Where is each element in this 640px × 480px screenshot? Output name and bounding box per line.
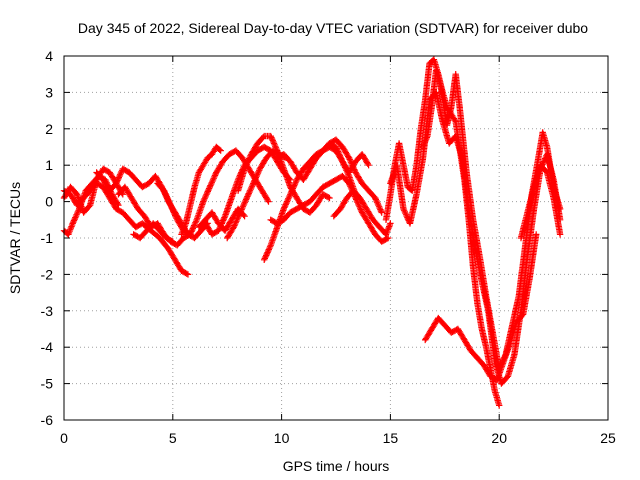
- y-tick-label: -3: [41, 303, 54, 319]
- y-tick-label: -6: [41, 412, 54, 428]
- series-layer: [60, 56, 564, 409]
- x-tick-label: 25: [600, 430, 616, 446]
- series-track-16: [300, 136, 385, 216]
- series-track-06: [130, 220, 176, 245]
- series-track-08: [178, 143, 224, 238]
- x-tick-label: 0: [60, 430, 68, 446]
- y-tick-label: 3: [45, 84, 53, 100]
- y-tick-label: 0: [45, 194, 53, 210]
- y-axis-label: SDTVAR / TECUs: [7, 182, 23, 294]
- x-axis-label: GPS time / hours: [283, 458, 390, 474]
- y-tick-label: -4: [41, 339, 54, 355]
- y-tick-label: 2: [45, 121, 53, 137]
- y-tick-label: -5: [41, 376, 54, 392]
- series-track-17: [330, 187, 394, 238]
- series-track-22: [517, 162, 564, 242]
- x-tick-label: 20: [491, 430, 507, 446]
- series-track-21: [422, 231, 540, 384]
- y-tick-label: 4: [45, 48, 53, 64]
- series-track-14: [267, 172, 392, 245]
- y-tick-label: -1: [41, 230, 54, 246]
- y-tick-label: -2: [41, 266, 54, 282]
- x-tick-label: 10: [274, 430, 290, 446]
- series-track-20: [419, 67, 564, 373]
- x-tick-label: 5: [169, 430, 177, 446]
- tick-layer: 0 5 10 15 20 25 -6 -5 -4 -3 -2 -1 0 1 2 3 4: [41, 48, 616, 446]
- chart-title: Day 345 of 2022, Sidereal Day-to-day VTE…: [78, 20, 588, 36]
- x-tick-label: 15: [383, 430, 399, 446]
- y-tick-label: 1: [45, 157, 53, 173]
- grid-layer: [64, 56, 608, 420]
